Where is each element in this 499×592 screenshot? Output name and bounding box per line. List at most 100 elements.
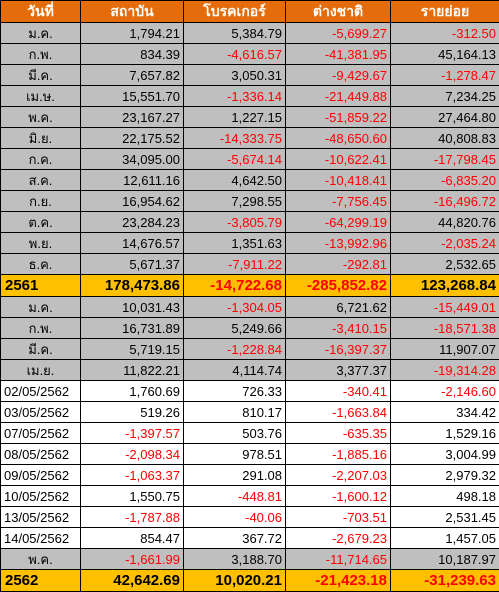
retail-value: 27,464.80 bbox=[391, 107, 499, 128]
period-label: ต.ค. bbox=[1, 212, 81, 233]
retail-value: -16,496.72 bbox=[391, 191, 499, 212]
retail-value: 1,529.16 bbox=[391, 423, 499, 444]
foreign-value: -340.41 bbox=[286, 381, 391, 402]
retail-value: 7,234.25 bbox=[391, 86, 499, 107]
period-label: 13/05/2562 bbox=[1, 507, 81, 528]
retail-value: 123,268.84 bbox=[391, 275, 499, 297]
retail-value: 11,907.07 bbox=[391, 339, 499, 360]
period-label: ก.ค. bbox=[1, 149, 81, 170]
broker-value: 10,020.21 bbox=[184, 570, 286, 592]
period-label: ก.ย. bbox=[1, 191, 81, 212]
institution-value: 834.39 bbox=[81, 44, 184, 65]
broker-value: -1,304.05 bbox=[184, 297, 286, 318]
institution-value: -1,787.88 bbox=[81, 507, 184, 528]
institution-value: 854.47 bbox=[81, 528, 184, 549]
broker-value: 5,384.79 bbox=[184, 23, 286, 44]
period-label: ธ.ค. bbox=[1, 254, 81, 275]
broker-value: 4,114.74 bbox=[184, 360, 286, 381]
broker-value: -14,722.68 bbox=[184, 275, 286, 297]
institution-value: 11,822.21 bbox=[81, 360, 184, 381]
foreign-value: -48,650.60 bbox=[286, 128, 391, 149]
retail-value: -18,571.38 bbox=[391, 318, 499, 339]
header-retail: รายย่อย bbox=[391, 1, 499, 23]
header-institution: สถาบัน bbox=[81, 1, 184, 23]
period-label: 07/05/2562 bbox=[1, 423, 81, 444]
period-label: 2562 bbox=[1, 570, 81, 592]
broker-value: -448.81 bbox=[184, 486, 286, 507]
retail-value: 2,532.65 bbox=[391, 254, 499, 275]
retail-value: -1,278.47 bbox=[391, 65, 499, 86]
foreign-value: -41,381.95 bbox=[286, 44, 391, 65]
foreign-value: -292.81 bbox=[286, 254, 391, 275]
retail-value: -31,239.63 bbox=[391, 570, 499, 592]
retail-value: -19,314.28 bbox=[391, 360, 499, 381]
foreign-value: -51,859.22 bbox=[286, 107, 391, 128]
institution-value: 519.26 bbox=[81, 402, 184, 423]
broker-value: 4,642.50 bbox=[184, 170, 286, 191]
header-date: วันที่ bbox=[1, 1, 81, 23]
foreign-value: -21,449.88 bbox=[286, 86, 391, 107]
foreign-value: -9,429.67 bbox=[286, 65, 391, 86]
institution-value: -2,098.34 bbox=[81, 444, 184, 465]
foreign-value: -16,397.37 bbox=[286, 339, 391, 360]
foreign-value: -703.51 bbox=[286, 507, 391, 528]
foreign-value: -64,299.19 bbox=[286, 212, 391, 233]
retail-value: -2,146.60 bbox=[391, 381, 499, 402]
institution-value: -1,063.37 bbox=[81, 465, 184, 486]
institution-value: 10,031.43 bbox=[81, 297, 184, 318]
retail-value: 40,808.83 bbox=[391, 128, 499, 149]
period-label: พ.ค. bbox=[1, 107, 81, 128]
period-label: ก.พ. bbox=[1, 318, 81, 339]
month-row: ก.ค.34,095.00-5,674.14-10,622.41-17,798.… bbox=[1, 149, 499, 170]
retail-value: 2,979.32 bbox=[391, 465, 499, 486]
foreign-value: -2,207.03 bbox=[286, 465, 391, 486]
broker-value: 3,050.31 bbox=[184, 65, 286, 86]
institution-value: 22,175.52 bbox=[81, 128, 184, 149]
foreign-value: -1,663.84 bbox=[286, 402, 391, 423]
institution-value: 12,611.16 bbox=[81, 170, 184, 191]
foreign-value: -3,410.15 bbox=[286, 318, 391, 339]
broker-value: -3,805.79 bbox=[184, 212, 286, 233]
foreign-value: -7,756.45 bbox=[286, 191, 391, 212]
retail-value: -6,835.20 bbox=[391, 170, 499, 191]
foreign-value: -1,885.16 bbox=[286, 444, 391, 465]
broker-value: -7,911.22 bbox=[184, 254, 286, 275]
broker-value: -5,674.14 bbox=[184, 149, 286, 170]
period-label: 10/05/2562 bbox=[1, 486, 81, 507]
broker-value: 291.08 bbox=[184, 465, 286, 486]
broker-value: -1,228.84 bbox=[184, 339, 286, 360]
broker-value: 726.33 bbox=[184, 381, 286, 402]
foreign-value: -21,423.18 bbox=[286, 570, 391, 592]
period-label: ม.ค. bbox=[1, 297, 81, 318]
institution-value: 15,551.70 bbox=[81, 86, 184, 107]
table-header: วันที่ สถาบัน โบรคเกอร์ ต่างชาติ รายย่อย bbox=[1, 1, 499, 23]
period-label: 03/05/2562 bbox=[1, 402, 81, 423]
broker-value: 3,188.70 bbox=[184, 549, 286, 570]
period-label: มี.ค. bbox=[1, 339, 81, 360]
period-label: พ.ย. bbox=[1, 233, 81, 254]
institution-value: 16,954.62 bbox=[81, 191, 184, 212]
retail-value: 44,820.76 bbox=[391, 212, 499, 233]
period-label: เม.ษ. bbox=[1, 86, 81, 107]
institution-value: 34,095.00 bbox=[81, 149, 184, 170]
broker-value: 7,298.55 bbox=[184, 191, 286, 212]
foreign-value: 3,377.37 bbox=[286, 360, 391, 381]
